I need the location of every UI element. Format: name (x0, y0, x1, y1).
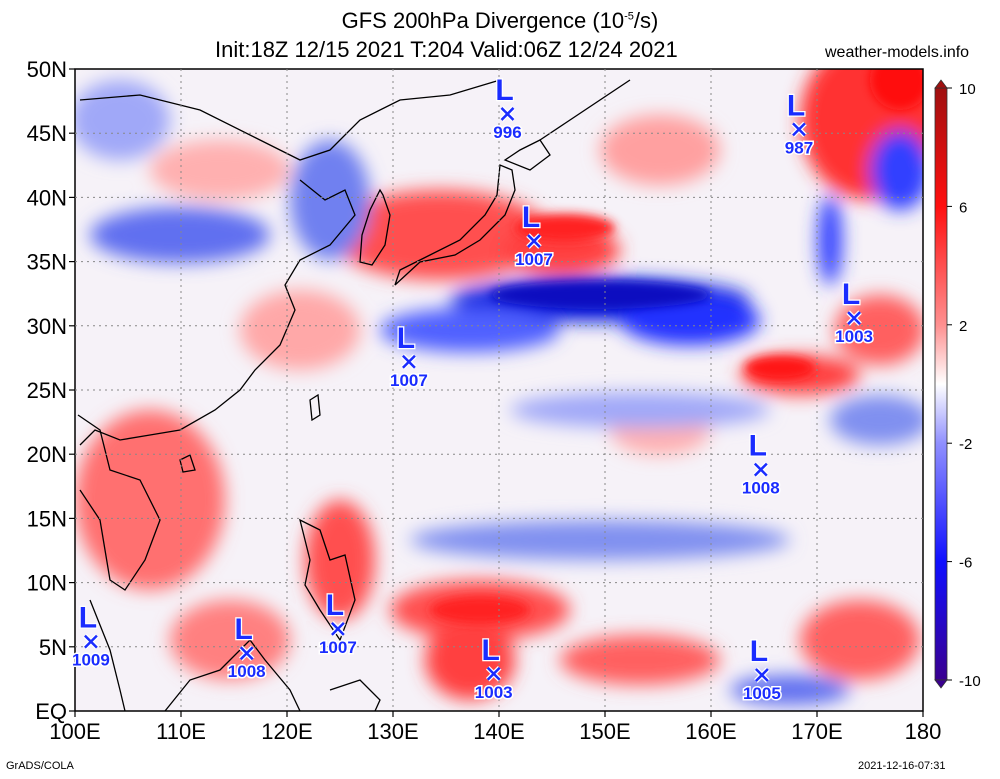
colorbar-tick-label: 10 (959, 81, 976, 98)
title-text: GFS 200hPa Divergence (10 (341, 8, 625, 33)
low-pressure-marker: L 1007 (514, 200, 555, 271)
low-pressure-marker: L 1003 (473, 633, 514, 704)
low-pressure-marker: L 1009 (70, 600, 111, 671)
source-site-label: weather-models.info (825, 44, 970, 61)
lon-tick-label: 120E (261, 719, 312, 744)
lon-tick-label: 140E (473, 719, 524, 744)
hainan-coast (179, 454, 196, 473)
taiwan-coast (309, 393, 321, 422)
low-pressure-value: 1008 (742, 479, 780, 498)
low-pressure-markers: L 996 L 987 L 1007 L 1003 L 1007 L 1008 L 1009 L 1008 L 1… (70, 73, 875, 705)
software-credit: GrADS/COLA (6, 760, 74, 772)
low-center-x (847, 311, 861, 325)
lon-tick-label: 100E (49, 719, 100, 744)
colorbar-tick-label: -10 (959, 673, 981, 690)
low-symbol: L (235, 613, 253, 646)
lat-tick-label: EQ (35, 699, 67, 724)
low-symbol: L (842, 278, 860, 311)
low-pressure-marker: L 1007 (317, 588, 358, 659)
lat-tick-label: 40N (27, 185, 67, 210)
lat-tick-label: 50N (27, 57, 67, 82)
low-pressure-marker: L 1003 (834, 277, 875, 348)
low-symbol: L (326, 589, 344, 622)
colorbar-ticks: 10 6 2 -2 -6 -10 (947, 81, 981, 690)
colorbar-tick-label: 2 (959, 318, 967, 335)
colorbar-bottom-cap (934, 679, 948, 689)
colorbar (934, 87, 948, 681)
low-symbol: L (495, 74, 513, 107)
map-title: GFS 200hPa Divergence (10-5/s) (0, 8, 1000, 34)
lon-tick-label: 150E (579, 719, 630, 744)
title-exponent: -5 (624, 10, 634, 23)
low-symbol: L (79, 602, 97, 635)
low-center-x (84, 634, 98, 649)
colorbar-tick-label: -2 (959, 436, 972, 453)
lat-tick-label: 15N (27, 506, 67, 531)
colorbar-tick-label: -6 (959, 555, 972, 572)
lon-tick-label: 110E (156, 719, 206, 744)
lat-tick-label: 10N (27, 571, 67, 596)
lat-tick-label: 25N (27, 378, 67, 403)
graticule (75, 69, 923, 711)
low-pressure-value: 1007 (319, 638, 357, 657)
low-pressure-value: 987 (785, 138, 813, 157)
render-timestamp: 2021-12-16-07:31 (858, 760, 946, 772)
lat-tick-label: 5N (39, 635, 67, 660)
low-pressure-value: 1009 (72, 651, 110, 670)
low-symbol: L (397, 322, 415, 355)
low-pressure-value: 996 (493, 123, 521, 142)
axis-ticks: 100E 110E 120E 130E 140E 150E 160E 170E 180 50N 45… (27, 57, 942, 744)
low-symbol: L (750, 635, 768, 668)
low-pressure-marker: L 1008 (226, 612, 267, 683)
low-pressure-value: 1003 (475, 683, 513, 702)
lat-tick-label: 35N (27, 250, 67, 275)
lon-tick-label: 170E (791, 719, 842, 744)
low-center-x (754, 668, 769, 682)
low-center-x (527, 234, 541, 248)
low-pressure-marker: L 1008 (740, 428, 781, 499)
lat-tick-label: 20N (27, 442, 67, 467)
low-center-x (486, 666, 501, 681)
lon-tick-label: 180 (905, 719, 942, 744)
coastlines (77, 79, 631, 711)
low-center-x (239, 646, 254, 661)
low-symbol: L (787, 89, 805, 122)
colorbar-top-cap (934, 79, 948, 89)
low-pressure-value: 1008 (228, 662, 266, 681)
low-symbol: L (749, 430, 767, 463)
low-pressure-value: 1007 (390, 371, 428, 390)
lat-tick-label: 45N (27, 121, 67, 146)
low-pressure-marker: L 996 (492, 73, 523, 144)
philippines-coast (299, 518, 356, 642)
title-unit: /s) (633, 8, 659, 33)
low-pressure-value: 1003 (835, 327, 873, 346)
low-pressure-marker: L 987 (783, 88, 814, 159)
low-center-x (500, 107, 515, 121)
low-pressure-marker: L 1005 (741, 634, 782, 705)
lon-tick-label: 130E (367, 719, 418, 744)
low-center-x (402, 354, 416, 369)
low-symbol: L (482, 634, 500, 667)
colorbar-tick-label: 6 (959, 199, 967, 216)
low-center-x (753, 462, 768, 477)
map-subtitle: Init:18Z 12/15 2021 T:204 Valid:06Z 12/2… (215, 37, 678, 62)
japan-coast (394, 164, 516, 286)
low-pressure-value: 1005 (743, 684, 781, 703)
lat-tick-label: 30N (27, 314, 67, 339)
low-pressure-value: 1007 (515, 250, 553, 269)
low-center-x (792, 122, 806, 137)
low-center-x (330, 621, 345, 636)
low-symbol: L (522, 201, 540, 234)
korea-coast (359, 188, 391, 266)
low-pressure-marker: L 1007 (388, 321, 429, 392)
lon-tick-label: 160E (685, 719, 736, 744)
